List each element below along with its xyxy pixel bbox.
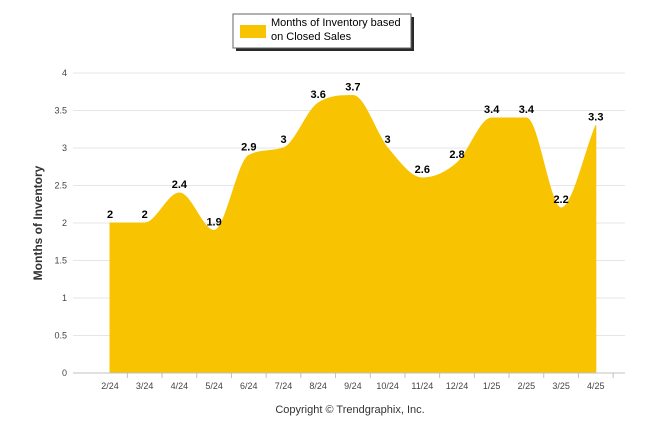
x-tick-label: 2/25 [518, 381, 536, 391]
x-tick-label: 3/25 [552, 381, 570, 391]
data-labels: 2 2 2.4 1.9 2.9 3 3.6 3.7 3 2.6 2.8 3.4 3.4 2.2 3.3 [107, 82, 604, 229]
x-tick-label: 4/24 [171, 381, 189, 391]
x-tick-label: 8/24 [309, 381, 327, 391]
data-label: 3 [280, 134, 286, 146]
copyright-credit: Copyright © Trendgraphix, Inc. [275, 404, 424, 416]
y-tick-label: 0 [62, 368, 67, 378]
legend[interactable]: Months of Inventory based on Closed Sale… [232, 13, 414, 51]
data-label: 2.9 [241, 142, 256, 154]
x-tick-label: 12/24 [446, 381, 469, 391]
data-label: 2.2 [553, 194, 568, 206]
y-tick-label: 1 [62, 293, 67, 303]
data-label: 2.8 [449, 149, 464, 161]
y-axis-ticks: 0 0.5 1 1.5 2 2.5 3 3.5 4 [54, 68, 67, 378]
data-label: 2.6 [415, 164, 430, 176]
data-label: 3.4 [519, 104, 535, 116]
inventory-area-series [109, 94, 597, 374]
data-label: 1.9 [206, 217, 221, 229]
y-tick-label: 2 [62, 218, 67, 228]
x-tick-label: 11/24 [411, 381, 433, 391]
y-tick-label: 1.5 [54, 256, 67, 266]
data-label: 3 [385, 134, 391, 146]
x-tick-label: 1/25 [483, 381, 501, 391]
legend-swatch [240, 25, 266, 38]
data-label: 3.6 [311, 89, 326, 101]
x-tick-label: 5/24 [205, 381, 223, 391]
legend-label-line1: Months of Inventory based [271, 17, 401, 29]
y-tick-label: 2.5 [54, 181, 67, 191]
x-tick-label: 7/24 [275, 381, 293, 391]
x-tick-label: 6/24 [240, 381, 258, 391]
data-label: 3.4 [484, 104, 500, 116]
x-tick-label: 2/24 [101, 381, 119, 391]
x-tick-label: 9/24 [344, 381, 362, 391]
data-label: 2 [107, 209, 113, 221]
x-tick-label: 10/24 [376, 381, 399, 391]
y-axis-title: Months of Inventory [31, 165, 45, 280]
y-tick-label: 4 [62, 68, 67, 78]
y-tick-label: 3.5 [54, 106, 67, 116]
x-axis-ticks: 2/24 3/24 4/24 5/24 6/24 7/24 8/24 9/24 10/24 11/… [101, 373, 614, 391]
data-label: 3.3 [588, 112, 603, 124]
y-tick-label: 0.5 [54, 331, 67, 341]
data-label: 3.7 [345, 82, 360, 94]
data-label: 2.4 [172, 179, 188, 191]
x-tick-label: 4/25 [587, 381, 605, 391]
y-tick-label: 3 [62, 143, 67, 153]
data-label: 2 [142, 209, 148, 221]
x-tick-label: 3/24 [136, 381, 154, 391]
legend-label-line2: on Closed Sales [271, 31, 352, 43]
